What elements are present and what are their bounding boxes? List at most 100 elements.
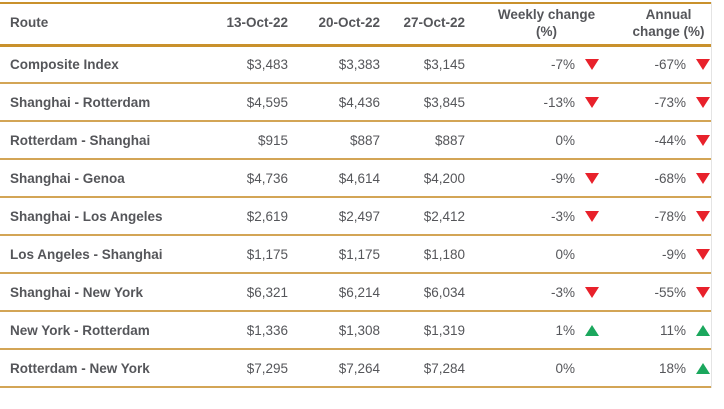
freight-rates-table: Route 13-Oct-22 20-Oct-22 27-Oct-22 Week…	[0, 2, 711, 388]
rate-20-oct-cell: $2,497	[290, 197, 382, 236]
down-triangle-icon	[696, 96, 710, 108]
rate-13-oct-cell: $4,595	[216, 83, 290, 122]
annual-change-value: -67%	[654, 56, 686, 72]
column-header-annual-change: Annual change (%)	[600, 3, 711, 47]
table-row: Shanghai - Genoa $4,736 $4,614 $4,200 -9…	[0, 159, 711, 198]
down-triangle-icon	[696, 172, 710, 184]
weekly-change-cell: 0%	[467, 235, 600, 274]
weekly-change-cell: 0%	[467, 121, 600, 160]
rate-20-oct-cell: $1,308	[290, 311, 382, 350]
rate-13-oct-cell: $1,175	[216, 235, 290, 274]
rate-20-oct-cell: $4,436	[290, 83, 382, 122]
weekly-change-cell: -7%	[467, 45, 600, 84]
annual-change-value: -73%	[654, 94, 686, 110]
annual-change-value: -78%	[654, 208, 686, 224]
annual-change-cell: -55%	[600, 273, 711, 312]
column-header-20-oct: 20-Oct-22	[290, 3, 382, 47]
column-header-13-oct: 13-Oct-22	[216, 3, 290, 47]
rate-13-oct-cell: $1,336	[216, 311, 290, 350]
annual-change-cell: 11%	[600, 311, 711, 350]
rate-20-oct-cell: $4,614	[290, 159, 382, 198]
annual-change-cell: -67%	[600, 45, 711, 84]
rate-27-oct-cell: $6,034	[382, 273, 467, 312]
annual-change-value: -44%	[654, 132, 686, 148]
up-triangle-icon	[696, 362, 710, 374]
weekly-change-cell: -3%	[467, 197, 600, 236]
rate-13-oct-cell: $915	[216, 121, 290, 160]
route-name-cell: Shanghai - Los Angeles	[0, 197, 216, 236]
rate-27-oct-cell: $3,845	[382, 83, 467, 122]
weekly-change-value: -3%	[550, 208, 575, 224]
annual-change-cell: -73%	[600, 83, 711, 122]
rate-20-oct-cell: $6,214	[290, 273, 382, 312]
down-triangle-icon	[696, 286, 710, 298]
weekly-change-value: 0%	[555, 360, 575, 376]
down-triangle-icon	[585, 172, 599, 184]
table-container: Route 13-Oct-22 20-Oct-22 27-Oct-22 Week…	[0, 2, 712, 388]
down-triangle-icon	[585, 96, 599, 108]
route-name-cell: Rotterdam - Shanghai	[0, 121, 216, 160]
weekly-change-value: 0%	[555, 246, 575, 262]
weekly-change-value: 1%	[555, 322, 575, 338]
rate-13-oct-cell: $2,619	[216, 197, 290, 236]
rate-13-oct-cell: $3,483	[216, 45, 290, 84]
annual-change-value: -9%	[661, 246, 686, 262]
weekly-change-cell: -9%	[467, 159, 600, 198]
rate-27-oct-cell: $4,200	[382, 159, 467, 198]
rate-27-oct-cell: $887	[382, 121, 467, 160]
table-row: Shanghai - New York $6,321 $6,214 $6,034…	[0, 273, 711, 312]
route-name-cell: Shanghai - Genoa	[0, 159, 216, 198]
rate-13-oct-cell: $6,321	[216, 273, 290, 312]
rate-20-oct-cell: $1,175	[290, 235, 382, 274]
column-header-route: Route	[0, 3, 216, 47]
down-triangle-icon	[696, 134, 710, 146]
weekly-change-cell: -13%	[467, 83, 600, 122]
weekly-change-cell: 1%	[467, 311, 600, 350]
weekly-change-cell: -3%	[467, 273, 600, 312]
route-name-cell: Rotterdam - New York	[0, 349, 216, 388]
route-name-cell: Shanghai - New York	[0, 273, 216, 312]
rate-27-oct-cell: $7,284	[382, 349, 467, 388]
annual-change-value: -68%	[654, 170, 686, 186]
down-triangle-icon	[585, 210, 599, 222]
up-triangle-icon	[696, 324, 710, 336]
annual-change-value: -55%	[654, 284, 686, 300]
down-triangle-icon	[696, 248, 710, 260]
table-row: Shanghai - Rotterdam $4,595 $4,436 $3,84…	[0, 83, 711, 122]
annual-change-value: 18%	[658, 360, 686, 376]
weekly-change-value: -9%	[550, 170, 575, 186]
down-triangle-icon	[585, 58, 599, 70]
rate-20-oct-cell: $3,383	[290, 45, 382, 84]
down-triangle-icon	[585, 286, 599, 298]
rate-20-oct-cell: $7,264	[290, 349, 382, 388]
table-row: Rotterdam - Shanghai $915 $887 $887 0% -…	[0, 121, 711, 160]
weekly-change-value: 0%	[555, 132, 575, 148]
table-row: Composite Index $3,483 $3,383 $3,145 -7%…	[0, 45, 711, 84]
route-name-cell: Los Angeles - Shanghai	[0, 235, 216, 274]
table-row: Los Angeles - Shanghai $1,175 $1,175 $1,…	[0, 235, 711, 274]
down-triangle-icon	[696, 210, 710, 222]
rate-13-oct-cell: $7,295	[216, 349, 290, 388]
up-triangle-icon	[585, 324, 599, 336]
weekly-change-cell: 0%	[467, 349, 600, 388]
rate-27-oct-cell: $2,412	[382, 197, 467, 236]
rate-20-oct-cell: $887	[290, 121, 382, 160]
weekly-change-value: -7%	[550, 56, 575, 72]
route-name-cell: Shanghai - Rotterdam	[0, 83, 216, 122]
rate-27-oct-cell: $3,145	[382, 45, 467, 84]
annual-change-cell: -68%	[600, 159, 711, 198]
weekly-change-value: -13%	[543, 94, 575, 110]
table-row: Shanghai - Los Angeles $2,619 $2,497 $2,…	[0, 197, 711, 236]
annual-change-cell: -78%	[600, 197, 711, 236]
column-header-27-oct: 27-Oct-22	[382, 3, 467, 47]
column-header-weekly-change: Weekly change (%)	[467, 3, 600, 47]
table-row: Rotterdam - New York $7,295 $7,264 $7,28…	[0, 349, 711, 388]
annual-change-cell: -44%	[600, 121, 711, 160]
rate-13-oct-cell: $4,736	[216, 159, 290, 198]
rate-27-oct-cell: $1,180	[382, 235, 467, 274]
rate-27-oct-cell: $1,319	[382, 311, 467, 350]
table-row: New York - Rotterdam $1,336 $1,308 $1,31…	[0, 311, 711, 350]
annual-change-cell: -9%	[600, 235, 711, 274]
annual-change-value: 11%	[659, 322, 686, 338]
